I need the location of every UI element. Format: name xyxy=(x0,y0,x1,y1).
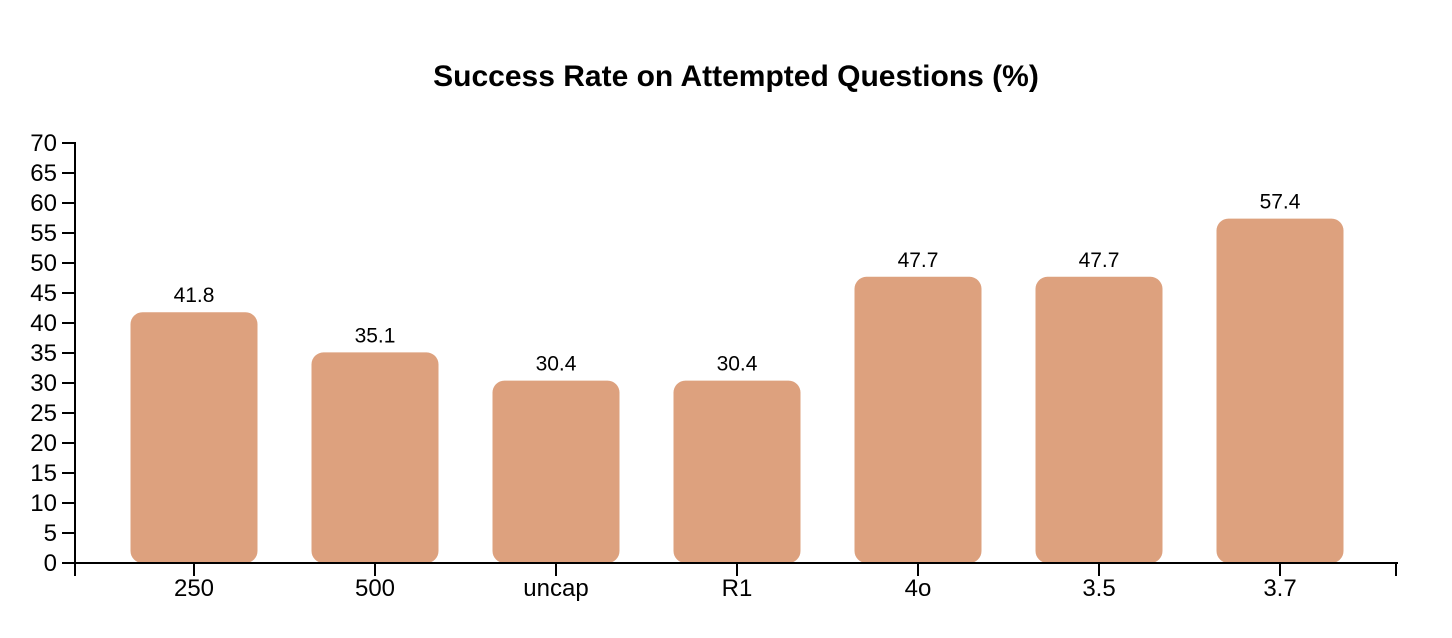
chart-title: Success Rate on Attempted Questions (%) xyxy=(433,60,1039,93)
y-tick-label-65: 65 xyxy=(30,160,57,187)
x-tick-label-uncap: uncap xyxy=(523,575,588,602)
x-tick-label-250: 250 xyxy=(174,575,214,602)
y-tick-label-25: 25 xyxy=(30,400,57,427)
y-tick-label-15: 15 xyxy=(30,460,57,487)
x-tick-label-500: 500 xyxy=(355,575,395,602)
bar-value-label-3.5: 47.7 xyxy=(1079,249,1120,272)
bar-250 xyxy=(130,312,258,563)
y-tick-label-40: 40 xyxy=(30,310,57,337)
x-tick-label-3.7: 3.7 xyxy=(1263,575,1296,602)
x-tick-label-R1: R1 xyxy=(722,575,753,602)
y-tick-label-5: 5 xyxy=(44,520,57,547)
bar-value-label-R1: 30.4 xyxy=(717,353,758,376)
x-tick-label-3.5: 3.5 xyxy=(1082,575,1115,602)
bar-value-label-uncap: 30.4 xyxy=(536,353,577,376)
y-tick-label-70: 70 xyxy=(30,130,57,157)
bar-3.5 xyxy=(1035,276,1163,563)
bar-value-label-3.7: 57.4 xyxy=(1260,191,1301,214)
y-tick-label-55: 55 xyxy=(30,220,57,247)
y-tick-label-0: 0 xyxy=(44,550,57,577)
y-tick-label-45: 45 xyxy=(30,280,57,307)
y-tick-label-50: 50 xyxy=(30,250,57,277)
y-tick-label-10: 10 xyxy=(30,490,57,517)
y-tick-label-35: 35 xyxy=(30,340,57,367)
bar-500 xyxy=(311,352,439,563)
y-tick-label-60: 60 xyxy=(30,190,57,217)
x-tick-label-4o: 4o xyxy=(905,575,932,602)
bar-uncap xyxy=(492,380,620,563)
bar-value-label-500: 35.1 xyxy=(355,324,396,347)
bar-R1 xyxy=(673,380,801,563)
bar-value-label-250: 41.8 xyxy=(174,284,215,307)
y-tick-label-20: 20 xyxy=(30,430,57,457)
y-tick-label-30: 30 xyxy=(30,370,57,397)
bar-value-label-4o: 47.7 xyxy=(898,249,939,272)
bar-4o xyxy=(854,276,982,563)
bar-3.7 xyxy=(1216,218,1344,563)
